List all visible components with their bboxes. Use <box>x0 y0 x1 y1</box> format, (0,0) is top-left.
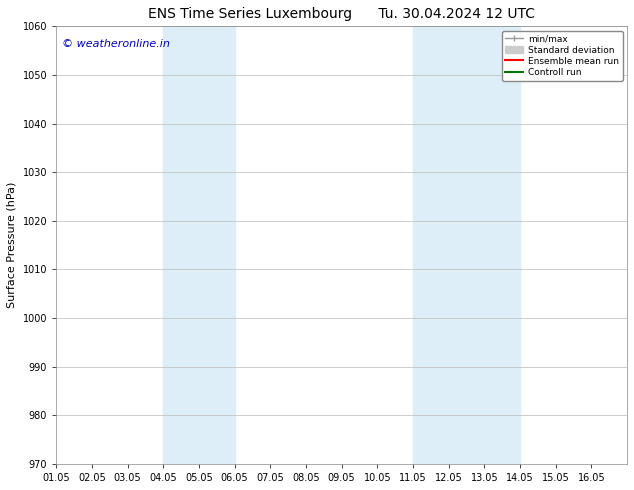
Y-axis label: Surface Pressure (hPa): Surface Pressure (hPa) <box>7 182 17 308</box>
Bar <box>413 26 520 464</box>
Title: ENS Time Series Luxembourg      Tu. 30.04.2024 12 UTC: ENS Time Series Luxembourg Tu. 30.04.202… <box>148 7 535 21</box>
Text: © weatheronline.in: © weatheronline.in <box>62 39 170 49</box>
Legend: min/max, Standard deviation, Ensemble mean run, Controll run: min/max, Standard deviation, Ensemble me… <box>501 31 623 81</box>
Bar <box>163 26 235 464</box>
